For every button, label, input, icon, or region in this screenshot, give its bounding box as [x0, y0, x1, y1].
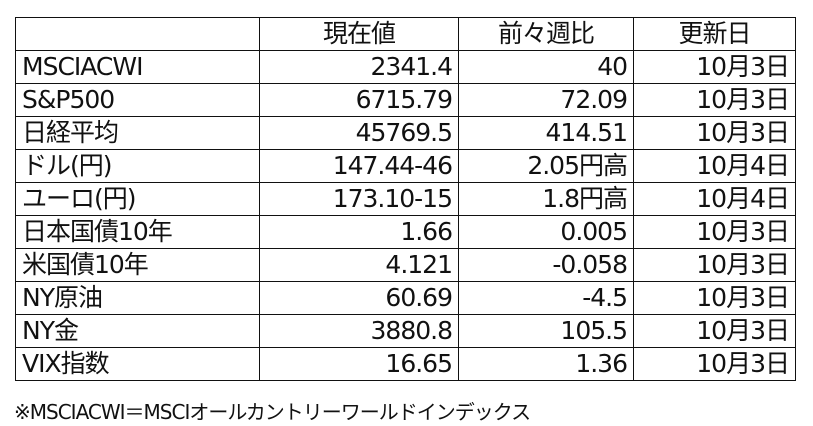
- row-name: ドル(円): [15, 149, 260, 183]
- change: 414.51: [458, 116, 634, 150]
- current-value: 147.44-46: [259, 149, 459, 183]
- current-value: 1.66: [259, 215, 459, 249]
- table-row: ユーロ(円) 173.10-15 1.8円高 10月4日: [15, 182, 796, 216]
- table-row: 日経平均 45769.5 414.51 10月3日: [15, 116, 796, 150]
- change: -0.058: [458, 248, 634, 282]
- change: 72.09: [458, 83, 634, 117]
- table-row: MSCIACWI 2341.4 40 10月3日: [15, 50, 796, 84]
- updated-date: 10月3日: [633, 248, 796, 282]
- current-value: 16.65: [259, 347, 459, 381]
- table-row: ドル(円) 147.44-46 2.05円高 10月4日: [15, 149, 796, 183]
- table-row: 日本国債10年 1.66 0.005 10月3日: [15, 215, 796, 249]
- current-value: 3880.8: [259, 314, 459, 348]
- table-row: VIX指数 16.65 1.36 10月3日: [15, 347, 796, 381]
- footnote: ※MSCIACWI＝MSCIオールカントリーワールドインデックス: [14, 400, 531, 424]
- row-name: NY原油: [15, 281, 260, 315]
- header-updated: 更新日: [633, 17, 796, 51]
- current-value: 6715.79: [259, 83, 459, 117]
- updated-date: 10月4日: [633, 149, 796, 183]
- current-value: 173.10-15: [259, 182, 459, 216]
- change: 0.005: [458, 215, 634, 249]
- updated-date: 10月3日: [633, 83, 796, 117]
- row-name: MSCIACWI: [15, 50, 260, 84]
- market-table: 現在値 前々週比 更新日 MSCIACWI 2341.4 40 10月3日 S&P500…: [15, 17, 796, 381]
- row-name: 日経平均: [15, 116, 260, 150]
- current-value: 45769.5: [259, 116, 459, 150]
- header-change: 前々週比: [458, 17, 634, 51]
- row-name: ユーロ(円): [15, 182, 260, 216]
- change: 2.05円高: [458, 149, 634, 183]
- change: -4.5: [458, 281, 634, 315]
- header-current-value: 現在値: [259, 17, 459, 51]
- row-name: VIX指数: [15, 347, 260, 381]
- updated-date: 10月4日: [633, 182, 796, 216]
- table-row: 米国債10年 4.121 -0.058 10月3日: [15, 248, 796, 282]
- updated-date: 10月3日: [633, 116, 796, 150]
- table-row: NY金 3880.8 105.5 10月3日: [15, 314, 796, 348]
- updated-date: 10月3日: [633, 50, 796, 84]
- header-blank: [15, 17, 260, 51]
- header-row: 現在値 前々週比 更新日: [15, 17, 796, 51]
- row-name: S&P500: [15, 83, 260, 117]
- change: 1.36: [458, 347, 634, 381]
- change: 105.5: [458, 314, 634, 348]
- updated-date: 10月3日: [633, 281, 796, 315]
- row-name: NY金: [15, 314, 260, 348]
- table-row: S&P500 6715.79 72.09 10月3日: [15, 83, 796, 117]
- updated-date: 10月3日: [633, 347, 796, 381]
- current-value: 4.121: [259, 248, 459, 282]
- row-name: 日本国債10年: [15, 215, 260, 249]
- change: 40: [458, 50, 634, 84]
- change: 1.8円高: [458, 182, 634, 216]
- updated-date: 10月3日: [633, 215, 796, 249]
- table-row: NY原油 60.69 -4.5 10月3日: [15, 281, 796, 315]
- updated-date: 10月3日: [633, 314, 796, 348]
- current-value: 2341.4: [259, 50, 459, 84]
- row-name: 米国債10年: [15, 248, 260, 282]
- current-value: 60.69: [259, 281, 459, 315]
